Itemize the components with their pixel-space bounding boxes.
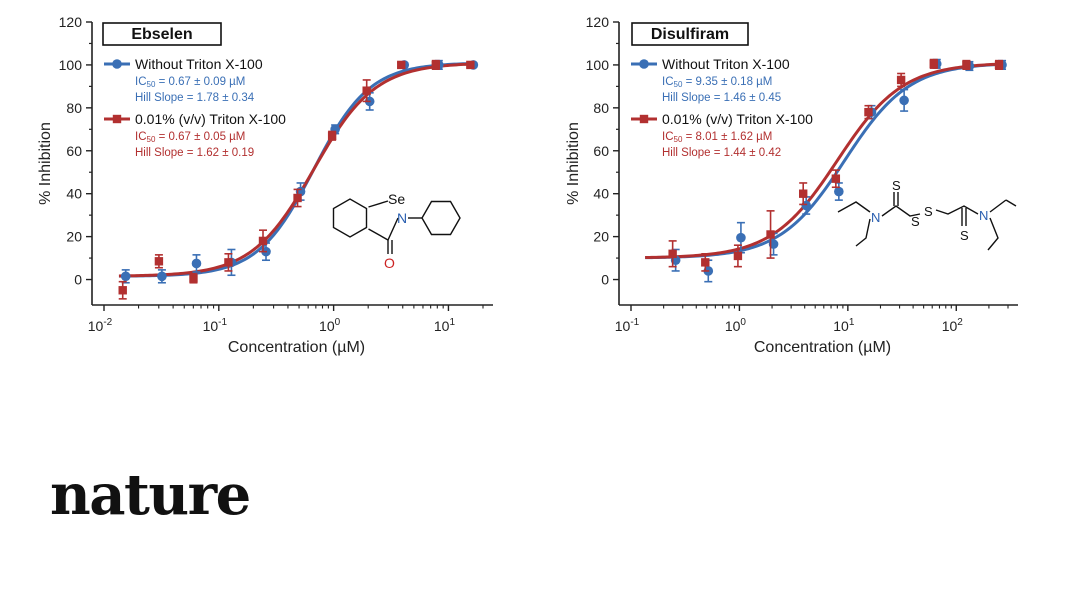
data-point-with [154,257,164,266]
atom-label-s1: S [892,178,901,193]
y-tick-label: 0 [601,272,609,288]
carbonyl-bond [387,240,393,254]
phenyl-ring [421,200,461,236]
panel-title-box [102,22,222,46]
legend-label: 0.01% (v/v) Triton X-100 [662,111,813,127]
x-tick-label: 102 [942,317,964,334]
legend-ic50: IC50 = 8.01 ± 1.62 µM [662,131,772,144]
data-point-without [736,232,746,243]
ebselen-structure: Se N O [332,191,461,271]
data-point-with [929,59,938,69]
panel-title: Disulfiram [651,26,729,43]
data-point-with [766,230,775,239]
y-tick-label: 100 [586,57,610,73]
data-point-with [831,174,841,183]
data-point-without [120,271,131,282]
legend-hill: Hill Slope = 1.62 ± 0.19 [135,147,254,159]
y-tick-label: 20 [593,229,609,245]
x-tick-label: 10-1 [203,317,228,334]
data-point-with [668,249,677,258]
data-point-with [994,60,1004,70]
x-tick-label: 101 [833,317,855,334]
data-point-without [899,95,909,106]
y-tick-label: 40 [66,186,82,202]
panel-title: Ebselen [131,26,192,43]
panel-title-box [631,22,749,46]
legend-hill: Hill Slope = 1.78 ± 0.34 [135,92,255,104]
data-point-with [896,75,906,85]
x-tick-label: 100 [319,317,341,334]
data-point-with [864,107,873,117]
data-point-with [118,286,127,295]
legend-marker [639,114,649,124]
x-tick-label: 10-1 [615,317,640,334]
atom-label-n: N [397,210,407,226]
chart-panel-0: 0 20 40 60 80 100 120 10-2 10-1 100 101 Concentrati… [37,14,493,356]
legend-marker [639,59,649,69]
y-tick-label: 100 [59,57,83,73]
benzene-ring [332,198,368,238]
x-axis-label: Concentration (µM) [228,339,365,356]
data-point-with [258,236,268,246]
legend-hill: Hill Slope = 1.44 ± 0.42 [662,147,781,159]
x-tick-label: 100 [725,317,747,334]
x-tick-label: 10-2 [88,317,113,334]
y-tick-label: 80 [593,100,609,116]
data-point-with [362,86,371,95]
disulfiram-structure: SN SS NS [837,178,1017,251]
data-point-with [224,258,233,267]
data-point-with [293,193,302,203]
legend-label: Without Triton X-100 [135,56,263,72]
legend-marker [112,114,122,124]
y-tick-label: 60 [66,143,82,159]
data-point-with [431,60,441,70]
legend-marker [112,59,122,69]
data-point-with [701,258,710,267]
y-tick-label: 0 [74,272,82,288]
x-tick-label: 101 [434,317,456,334]
atom-label-se: Se [388,191,405,207]
thione-bonds [893,192,967,226]
data-point-without [834,186,844,197]
data-point-with [466,60,475,70]
data-point-with [962,60,971,70]
x-axis-label: Concentration (µM) [754,339,891,356]
y-tick-label: 60 [593,143,609,159]
atom-label-s3: S [924,204,933,219]
legend-ic50: IC50 = 0.67 ± 0.05 µM [135,131,245,144]
y-tick-label: 20 [66,229,82,245]
atom-label-n1: N [871,210,880,225]
disulfiram-bonds [837,199,1017,251]
y-tick-label: 80 [66,100,82,116]
y-axis-label: % Inhibition [37,122,54,205]
y-tick-label: 40 [593,186,609,202]
legend-ic50: IC50 = 9.35 ± 0.18 µM [662,76,772,89]
legend-label: 0.01% (v/v) Triton X-100 [135,111,286,127]
y-tick-label: 120 [586,14,610,30]
data-point-with [327,131,337,140]
figure-panels: 0 20 40 60 80 100 120 10-2 10-1 100 101 Concentrati… [37,14,1018,356]
atom-label-s4: S [960,228,969,243]
data-point-with [733,251,743,261]
nature-logo: nature [50,462,251,528]
fit-curve-with [645,62,998,260]
atom-label-n2: N [979,208,988,223]
atom-label-s2: S [911,214,920,229]
legend-ic50: IC50 = 0.67 ± 0.09 µM [135,76,245,89]
y-tick-label: 120 [59,14,83,30]
chart-panel-1: 0 20 40 60 80 100 120 10-1 100 101 102 Concentratio… [565,14,1018,356]
atom-label-o: O [384,255,395,271]
legend-label: Without Triton X-100 [662,56,790,72]
data-point-with [189,274,198,283]
data-point-without [157,271,167,282]
chart-svg: 0 20 40 60 80 100 120 10-2 10-1 100 101 Concentrati… [37,14,1018,356]
data-point-with [799,189,808,198]
data-point-without [191,258,202,269]
y-axis-label: % Inhibition [565,122,582,205]
data-point-with [397,60,406,70]
legend-hill: Hill Slope = 1.46 ± 0.45 [662,92,781,104]
